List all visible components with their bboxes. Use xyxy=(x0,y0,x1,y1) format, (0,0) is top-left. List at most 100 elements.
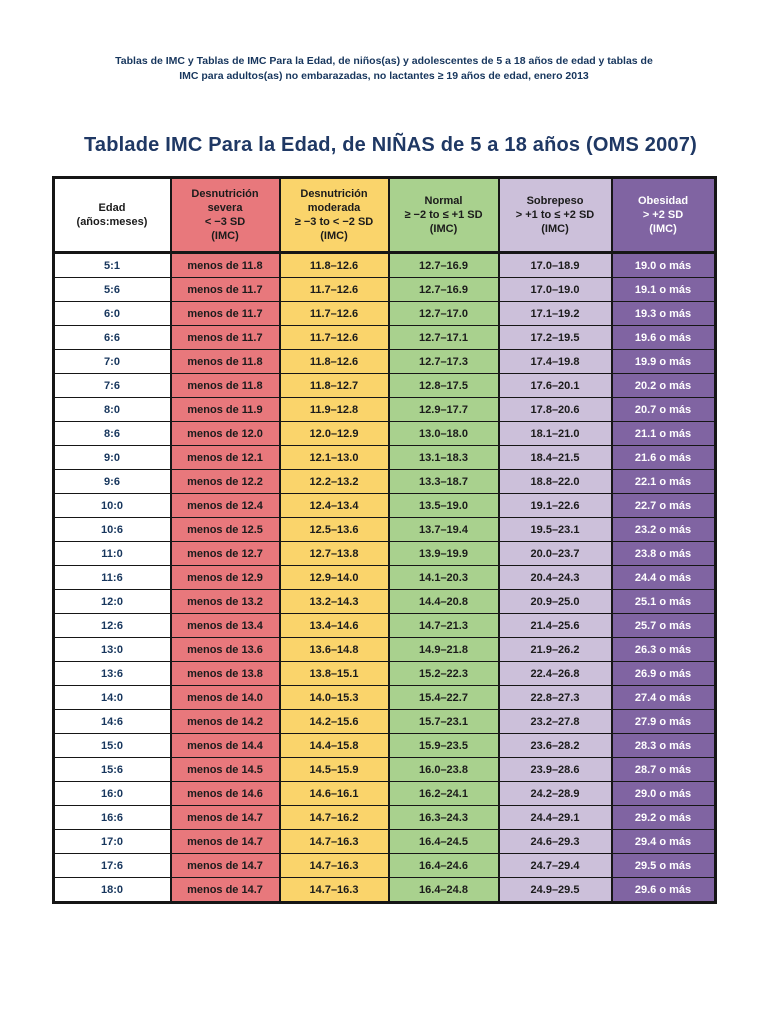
cell-desnutricion-severa: menos de 11.7 xyxy=(169,277,281,302)
cell-desnutricion-severa: menos de 12.5 xyxy=(169,517,281,542)
cell-desnutricion-severa: menos de 14.4 xyxy=(169,733,281,758)
cell-obesidad: 29.6 o más xyxy=(610,877,716,903)
table-row: 10:6 menos de 12.5 12.5–13.6 13.7–19.4 19.5–… xyxy=(52,517,716,542)
table-row: 14:0 menos de 14.0 14.0–15.3 15.4–22.7 22.8–… xyxy=(52,685,716,710)
cell-desnutricion-moderada: 12.0–12.9 xyxy=(278,421,390,446)
header-row: Edad (años:meses) Desnutrición severa < −… xyxy=(52,176,716,254)
cell-desnutricion-severa: menos de 13.8 xyxy=(169,661,281,686)
cell-obesidad: 20.2 o más xyxy=(610,373,716,398)
cell-normal: 12.7–17.1 xyxy=(387,325,500,350)
cell-normal: 14.1–20.3 xyxy=(387,565,500,590)
cell-desnutricion-severa: menos de 13.4 xyxy=(169,613,281,638)
cell-obesidad: 28.3 o más xyxy=(610,733,716,758)
cell-obesidad: 23.8 o más xyxy=(610,541,716,566)
cell-desnutricion-severa: menos de 14.2 xyxy=(169,709,281,734)
cell-obesidad: 19.3 o más xyxy=(610,301,716,326)
cell-edad: 15:0 xyxy=(52,733,172,758)
cell-desnutricion-moderada: 14.0–15.3 xyxy=(278,685,390,710)
cell-edad: 5:6 xyxy=(52,277,172,302)
cell-normal: 12.7–17.0 xyxy=(387,301,500,326)
cell-sobrepeso: 20.0–23.7 xyxy=(497,541,613,566)
cell-normal: 12.8–17.5 xyxy=(387,373,500,398)
cell-sobrepeso: 18.4–21.5 xyxy=(497,445,613,470)
cell-normal: 13.1–18.3 xyxy=(387,445,500,470)
imc-table-head: Edad (años:meses) Desnutrición severa < −… xyxy=(52,176,716,254)
cell-desnutricion-severa: menos de 12.2 xyxy=(169,469,281,494)
cell-desnutricion-moderada: 11.7–12.6 xyxy=(278,277,390,302)
column-header-sobrepeso: Sobrepeso > +1 to ≤ +2 SD (IMC) xyxy=(497,176,613,254)
cell-edad: 18:0 xyxy=(52,877,172,903)
cell-obesidad: 19.6 o más xyxy=(610,325,716,350)
table-row: 18:0 menos de 14.7 14.7–16.3 16.4–24.8 24.9–… xyxy=(52,877,716,903)
cell-desnutricion-severa: menos de 14.7 xyxy=(169,829,281,854)
cell-desnutricion-severa: menos de 12.7 xyxy=(169,541,281,566)
cell-desnutricion-severa: menos de 12.0 xyxy=(169,421,281,446)
cell-edad: 17:6 xyxy=(52,853,172,878)
cell-obesidad: 23.2 o más xyxy=(610,517,716,542)
cell-desnutricion-moderada: 12.2–13.2 xyxy=(278,469,390,494)
cell-desnutricion-moderada: 11.8–12.6 xyxy=(278,252,390,278)
imc-table: Edad (años:meses) Desnutrición severa < −… xyxy=(51,176,717,904)
cell-desnutricion-severa: menos de 14.7 xyxy=(169,853,281,878)
cell-desnutricion-moderada: 12.5–13.6 xyxy=(278,517,390,542)
table-row: 7:6 menos de 11.8 11.8–12.7 12.8–17.5 17.6–2… xyxy=(52,373,716,398)
cell-normal: 14.4–20.8 xyxy=(387,589,500,614)
cell-obesidad: 22.1 o más xyxy=(610,469,716,494)
cell-desnutricion-severa: menos de 11.7 xyxy=(169,301,281,326)
cell-obesidad: 19.9 o más xyxy=(610,349,716,374)
cell-desnutricion-moderada: 14.7–16.3 xyxy=(278,877,390,903)
page-title: Tablade IMC Para la Edad, de NIÑAS de 5 … xyxy=(84,134,697,156)
cell-desnutricion-moderada: 11.8–12.6 xyxy=(278,349,390,374)
cell-sobrepeso: 22.4–26.8 xyxy=(497,661,613,686)
cell-edad: 10:0 xyxy=(52,493,172,518)
cell-obesidad: 29.5 o más xyxy=(610,853,716,878)
cell-desnutricion-moderada: 13.6–14.8 xyxy=(278,637,390,662)
column-header-edad: Edad (años:meses) xyxy=(52,176,172,254)
cell-sobrepeso: 24.7–29.4 xyxy=(497,853,613,878)
cell-edad: 6:6 xyxy=(52,325,172,350)
table-row: 15:0 menos de 14.4 14.4–15.8 15.9–23.5 23.6–… xyxy=(52,733,716,758)
table-row: 12:0 menos de 13.2 13.2–14.3 14.4–20.8 20.9–… xyxy=(52,589,716,614)
table-row: 6:0 menos de 11.7 11.7–12.6 12.7–17.0 17.1–1… xyxy=(52,301,716,326)
cell-desnutricion-severa: menos de 11.8 xyxy=(169,252,281,278)
table-row: 6:6 menos de 11.7 11.7–12.6 12.7–17.1 17.2–1… xyxy=(52,325,716,350)
cell-sobrepeso: 17.2–19.5 xyxy=(497,325,613,350)
cell-normal: 15.9–23.5 xyxy=(387,733,500,758)
cell-normal: 13.7–19.4 xyxy=(387,517,500,542)
cell-desnutricion-severa: menos de 11.8 xyxy=(169,349,281,374)
cell-normal: 13.9–19.9 xyxy=(387,541,500,566)
cell-sobrepeso: 19.5–23.1 xyxy=(497,517,613,542)
cell-normal: 16.0–23.8 xyxy=(387,757,500,782)
cell-desnutricion-severa: menos de 12.1 xyxy=(169,445,281,470)
cell-edad: 8:6 xyxy=(52,421,172,446)
cell-edad: 16:6 xyxy=(52,805,172,830)
cell-edad: 9:6 xyxy=(52,469,172,494)
cell-normal: 14.9–21.8 xyxy=(387,637,500,662)
cell-sobrepeso: 17.0–19.0 xyxy=(497,277,613,302)
cell-desnutricion-moderada: 14.7–16.3 xyxy=(278,829,390,854)
cell-edad: 10:6 xyxy=(52,517,172,542)
table-row: 15:6 menos de 14.5 14.5–15.9 16.0–23.8 23.9–… xyxy=(52,757,716,782)
cell-edad: 12:6 xyxy=(52,613,172,638)
table-row: 7:0 menos de 11.8 11.8–12.6 12.7–17.3 17.4–1… xyxy=(52,349,716,374)
table-row: 9:6 menos de 12.2 12.2–13.2 13.3–18.7 18.8–2… xyxy=(52,469,716,494)
column-header-normal: Normal ≥ −2 to ≤ +1 SD (IMC) xyxy=(387,176,500,254)
table-row: 5:1 menos de 11.8 11.8–12.6 12.7–16.9 17.0–1… xyxy=(52,252,716,278)
cell-desnutricion-moderada: 11.7–12.6 xyxy=(278,301,390,326)
cell-desnutricion-moderada: 12.4–13.4 xyxy=(278,493,390,518)
cell-desnutricion-moderada: 14.2–15.6 xyxy=(278,709,390,734)
cell-edad: 6:0 xyxy=(52,301,172,326)
cell-desnutricion-severa: menos de 14.7 xyxy=(169,805,281,830)
table-row: 9:0 menos de 12.1 12.1–13.0 13.1–18.3 18.4–2… xyxy=(52,445,716,470)
cell-sobrepeso: 17.4–19.8 xyxy=(497,349,613,374)
cell-desnutricion-moderada: 14.4–15.8 xyxy=(278,733,390,758)
cell-normal: 14.7–21.3 xyxy=(387,613,500,638)
cell-sobrepeso: 17.8–20.6 xyxy=(497,397,613,422)
cell-normal: 13.0–18.0 xyxy=(387,421,500,446)
cell-desnutricion-moderada: 13.2–14.3 xyxy=(278,589,390,614)
cell-edad: 9:0 xyxy=(52,445,172,470)
cell-sobrepeso: 22.8–27.3 xyxy=(497,685,613,710)
header-note-line2: IMC para adultos(as) no embarazadas, no … xyxy=(179,70,589,82)
cell-desnutricion-moderada: 14.7–16.2 xyxy=(278,805,390,830)
cell-edad: 11:6 xyxy=(52,565,172,590)
